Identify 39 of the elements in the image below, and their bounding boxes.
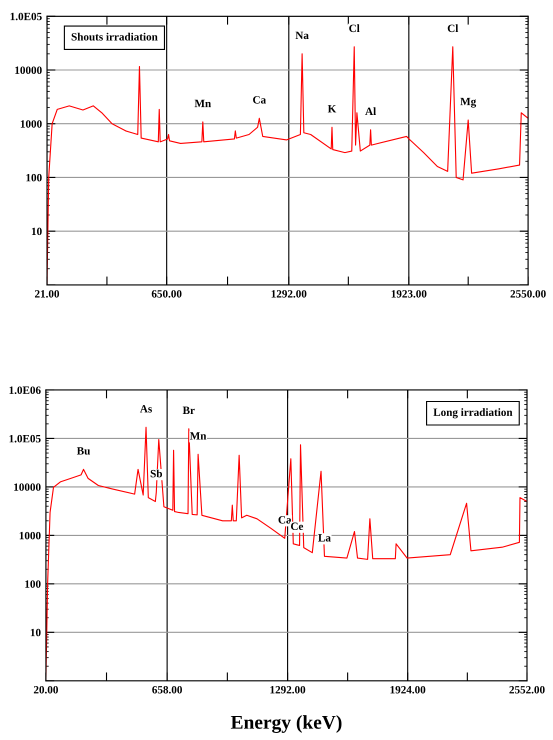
annotation: Mn: [194, 100, 211, 108]
x-tick-label: 1292.00: [270, 686, 306, 694]
annotation: Cl: [349, 24, 360, 32]
y-tick-label: 10: [32, 228, 42, 236]
annotation: Sb: [150, 470, 162, 478]
y-tick-label: 1000: [20, 120, 42, 128]
x-tick-label: 2550.00: [510, 290, 546, 298]
x-tick-label: 21.00: [34, 290, 60, 298]
annotation: K: [328, 105, 336, 112]
text: Long irradiation: [433, 408, 512, 418]
x-tick-label: 2552.00: [509, 686, 545, 694]
y-tick-label: 10: [30, 628, 41, 636]
x-tick-label: 20.00: [34, 686, 58, 694]
y-tick-label: 10000: [15, 66, 42, 74]
y-tick-label: 100: [25, 580, 41, 588]
annotation: Br: [182, 406, 195, 414]
y-tick-label: 10000: [14, 483, 41, 491]
annotation: As: [140, 405, 152, 413]
annotation: Bu: [76, 447, 90, 455]
annotation: Mn: [190, 432, 206, 440]
y-tick-label: 1000: [20, 532, 41, 540]
annotation: Al: [365, 107, 376, 115]
annotation: Ca: [253, 96, 266, 104]
annotation: Na: [296, 32, 309, 40]
x-axis-title: Energy (keV): [230, 715, 342, 733]
annotation: Ce: [290, 522, 304, 530]
x-tick-label: 1923.00: [392, 290, 426, 298]
y-tick-label: 100: [26, 174, 42, 182]
x-tick-label: 1292.00: [272, 290, 306, 298]
y-tick-label: 1.0E05: [10, 12, 42, 20]
text: Shouts irradiation: [72, 32, 158, 41]
x-tick-label: 658.00: [152, 686, 182, 694]
annotation: La: [318, 534, 331, 542]
annotation: Mg: [460, 98, 476, 108]
annotation: Cl: [448, 24, 458, 32]
x-tick-label: 650.00: [152, 290, 182, 298]
y-tick-label: 1.0E05: [10, 434, 41, 442]
x-tick-label: 1924.00: [390, 686, 426, 694]
y-tick-label: 1.0E06: [10, 386, 41, 394]
